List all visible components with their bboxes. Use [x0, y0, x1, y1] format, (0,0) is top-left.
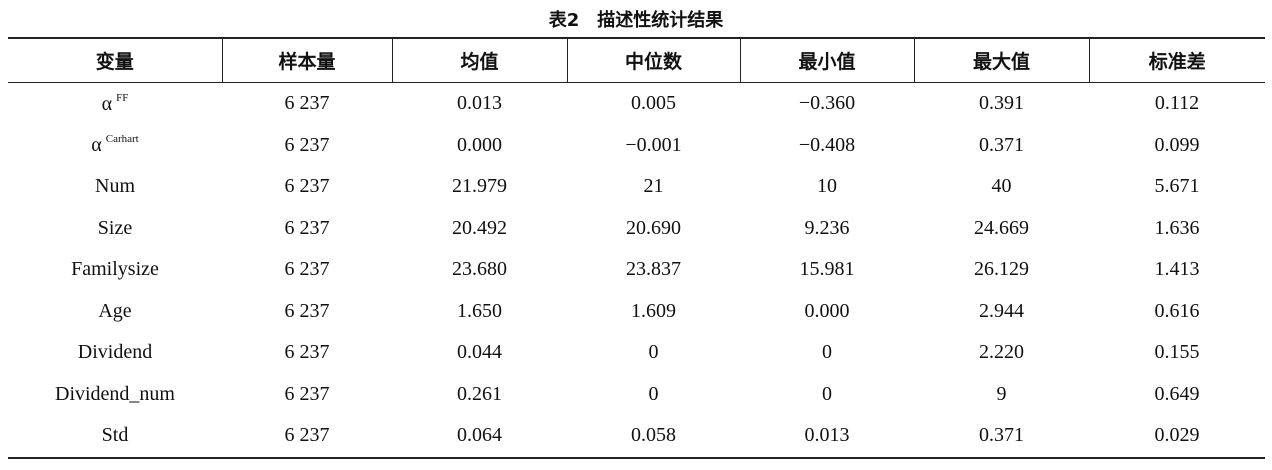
table-row: Familysize 6 237 23.680 23.837 15.981 26.129 1… — [8, 249, 1265, 291]
symbol: α — [101, 92, 113, 115]
value-cell: 9 — [996, 382, 1007, 405]
table-row: α FF 6 237 0.013 0.005 −0.360 0.391 0.112 — [8, 83, 1265, 125]
value-cell: 10 — [817, 175, 837, 198]
value-cell: 6 237 — [284, 382, 330, 405]
value-cell: 0 — [648, 341, 659, 364]
value-cell: 0.616 — [1154, 299, 1200, 322]
value-cell: 6 237 — [284, 341, 330, 364]
value-cell: 6 237 — [284, 216, 330, 239]
value-cell: −0.408 — [798, 133, 856, 156]
superscript: Carhart — [105, 133, 139, 146]
value-cell: 21.979 — [452, 175, 507, 198]
value-cell: 6 237 — [284, 133, 330, 156]
value-cell: 23.680 — [452, 258, 507, 281]
value-cell: 0.013 — [457, 92, 502, 115]
value-cell: 6 237 — [284, 424, 330, 447]
value-cell: 0 — [822, 341, 832, 364]
label-cell: Age — [98, 299, 132, 322]
stats-table: 变量 样本量 均值 中位数 最小值 最大值 标准差 α FF 6 237 0.013 0.005 −0… — [8, 37, 1265, 459]
value-cell: 0.099 — [1154, 133, 1200, 156]
value-cell: 0.112 — [1154, 92, 1200, 115]
label-cell: α Carhart — [8, 125, 222, 167]
value-cell: 21 — [643, 175, 664, 198]
header-cell: 中位数 — [566, 38, 740, 83]
table-row: Dividend_num 6 237 0.261 0 0 9 0.649 — [8, 374, 1265, 416]
table-row: Std 6 237 0.064 0.058 0.013 0.371 0.029 — [8, 415, 1265, 458]
table-row: Num 6 237 21.979 21 10 40 5.671 — [8, 166, 1265, 208]
value-cell: 1.650 — [457, 299, 502, 322]
label-cell: Dividend — [77, 341, 153, 364]
header-row: 变量 样本量 均值 中位数 最小值 最大值 标准差 — [8, 38, 1265, 83]
table-body: α FF 6 237 0.013 0.005 −0.360 0.391 0.112 α Carha… — [8, 83, 1265, 458]
header-cell: 均值 — [391, 38, 567, 83]
value-cell: −0.001 — [625, 133, 682, 156]
value-cell: 0.649 — [1154, 382, 1200, 405]
label-cell: Size — [97, 216, 133, 239]
value-cell: −0.360 — [798, 92, 856, 115]
value-cell: 1.609 — [631, 299, 676, 322]
table-row: Dividend 6 237 0.044 0 0 2.220 0.155 — [8, 332, 1265, 374]
value-cell: 20.492 — [452, 216, 507, 239]
table-caption: 表2 描述性统计结果 — [548, 10, 724, 31]
value-cell: 1.636 — [1154, 216, 1200, 239]
value-cell: 0.391 — [979, 92, 1024, 115]
value-cell: 1.413 — [1154, 258, 1200, 281]
value-cell: 6 237 — [284, 175, 330, 198]
header-cell: 变量 — [8, 38, 222, 83]
value-cell: 0 — [822, 382, 832, 405]
value-cell: 5.671 — [1154, 175, 1200, 198]
header-cell: 最小值 — [739, 38, 914, 83]
value-cell: 6 237 — [284, 92, 330, 115]
value-cell: 0.064 — [457, 424, 502, 447]
label-cell: Std — [101, 424, 129, 447]
superscript: FF — [116, 91, 129, 104]
label-cell: α FF — [8, 83, 222, 125]
value-cell: 40 — [991, 175, 1012, 198]
label-cell: Num — [95, 175, 135, 198]
value-cell: 2.944 — [979, 299, 1024, 322]
header-cell: 最大值 — [913, 38, 1089, 83]
table-row: α Carhart 6 237 0.000 −0.001 −0.408 0.371 0.099 — [8, 125, 1265, 167]
table-row: Age 6 237 1.650 1.609 0.000 2.944 0.616 — [8, 291, 1265, 333]
label-cell: Familysize — [71, 258, 159, 281]
table-row: Size 6 237 20.492 20.690 9.236 24.669 1.636 — [8, 208, 1265, 250]
value-cell: 0.044 — [457, 341, 502, 364]
value-cell: 23.837 — [626, 258, 681, 281]
value-cell: 2.220 — [979, 341, 1024, 364]
value-cell: 0.005 — [631, 92, 676, 115]
header-cell: 样本量 — [221, 38, 392, 83]
value-cell: 0.000 — [457, 133, 502, 156]
value-cell: 0.000 — [804, 299, 850, 322]
value-cell: 0 — [648, 382, 659, 405]
symbol: α — [91, 134, 102, 157]
value-cell: 0.058 — [631, 424, 676, 447]
value-cell: 0.155 — [1154, 341, 1200, 364]
header-cell: 标准差 — [1088, 38, 1265, 83]
label-cell: Dividend_num — [55, 382, 175, 405]
value-cell: 0.013 — [804, 424, 850, 447]
value-cell: 6 237 — [284, 299, 330, 322]
value-cell: 9.236 — [804, 216, 850, 239]
value-cell: 26.129 — [974, 258, 1029, 281]
value-cell: 15.981 — [799, 258, 855, 281]
value-cell: 0.371 — [979, 133, 1024, 156]
value-cell: 24.669 — [974, 216, 1029, 239]
value-cell: 6 237 — [284, 258, 330, 281]
value-cell: 0.371 — [979, 424, 1024, 447]
value-cell: 0.261 — [457, 382, 502, 405]
value-cell: 20.690 — [626, 216, 681, 239]
value-cell: 0.029 — [1154, 424, 1200, 447]
